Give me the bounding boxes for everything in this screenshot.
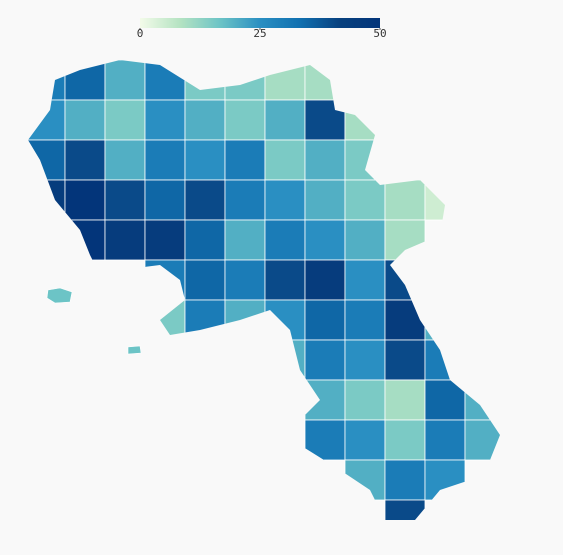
region-cell <box>304 99 346 141</box>
region-cell <box>144 99 186 141</box>
region-cell <box>224 60 266 101</box>
region-cell <box>224 219 266 261</box>
region-cell <box>28 60 66 101</box>
region-cell <box>384 339 426 381</box>
region-cell <box>424 379 466 421</box>
region-cell <box>384 299 426 341</box>
region-cell <box>184 179 226 221</box>
region-cell <box>224 259 266 301</box>
region-cell <box>344 339 386 381</box>
region-cell <box>64 99 106 141</box>
region-cell <box>384 379 426 421</box>
region-cell <box>64 219 106 261</box>
region-cell <box>304 299 346 341</box>
region-cell <box>304 219 346 261</box>
region-cell <box>424 179 466 221</box>
region-cell <box>144 60 186 101</box>
region-cell <box>424 339 466 381</box>
island <box>46 287 73 304</box>
region-cell <box>384 259 426 301</box>
island <box>127 345 142 355</box>
region-cell <box>264 139 306 181</box>
region-cell <box>384 179 426 221</box>
region-cell <box>224 179 266 221</box>
region-cell <box>104 60 146 101</box>
region-cell <box>384 499 426 520</box>
region-cell <box>64 139 106 181</box>
region-cell <box>104 99 146 141</box>
region-cell <box>184 99 226 141</box>
region-cell <box>64 179 106 221</box>
region-cell <box>264 60 306 101</box>
region-cell <box>264 219 306 261</box>
region-cell <box>184 219 226 261</box>
region-cell <box>384 139 426 181</box>
region-cell <box>144 299 186 341</box>
region-cell <box>344 99 386 141</box>
region-cell <box>28 139 66 181</box>
region-cell <box>344 259 386 301</box>
region-cell <box>224 299 266 341</box>
region-cell <box>424 459 466 501</box>
region-cell <box>184 60 226 101</box>
region-cell <box>344 139 386 181</box>
region-cell <box>464 379 500 421</box>
region-cell <box>144 179 186 221</box>
region-cell <box>104 139 146 181</box>
region-cell <box>144 139 186 181</box>
region-cell <box>384 219 426 261</box>
region-cell <box>464 419 500 461</box>
region-cell <box>344 219 386 261</box>
region-cell <box>28 179 66 221</box>
region-cell <box>344 379 386 421</box>
colorbar-tick-label: 50 <box>373 27 386 40</box>
region-cell <box>344 179 386 221</box>
region-cell <box>104 179 146 221</box>
region-cell <box>184 259 226 301</box>
region-cell <box>184 139 226 181</box>
region-cell <box>344 299 386 341</box>
colorbar-tick-label: 0 <box>137 27 144 40</box>
colorbar <box>140 18 380 28</box>
region-cell <box>224 139 266 181</box>
region-cell <box>304 259 346 301</box>
region-cell <box>344 419 386 461</box>
region-cell <box>424 419 466 461</box>
region-cell <box>384 419 426 461</box>
region-cell <box>264 99 306 141</box>
region-cell <box>304 419 346 461</box>
region-cell <box>384 459 426 501</box>
region-cell <box>28 99 66 141</box>
region-cell <box>424 299 466 341</box>
region-cell <box>344 459 386 501</box>
region-cell <box>184 299 226 341</box>
region-cell <box>224 99 266 141</box>
region-cell <box>304 379 346 421</box>
region-cell <box>304 139 346 181</box>
region-cell <box>264 259 306 301</box>
region-cell <box>264 339 306 381</box>
region-cell <box>304 339 346 381</box>
region-cell <box>264 179 306 221</box>
colorbar-tick-label: 25 <box>253 27 266 40</box>
region-cell <box>144 219 186 261</box>
region-cells <box>28 60 500 520</box>
region-cell <box>104 219 146 261</box>
region-cell <box>304 179 346 221</box>
region-cell <box>144 259 186 301</box>
region-cell <box>64 60 106 101</box>
region-cell <box>264 299 306 341</box>
region-cell <box>304 60 346 101</box>
